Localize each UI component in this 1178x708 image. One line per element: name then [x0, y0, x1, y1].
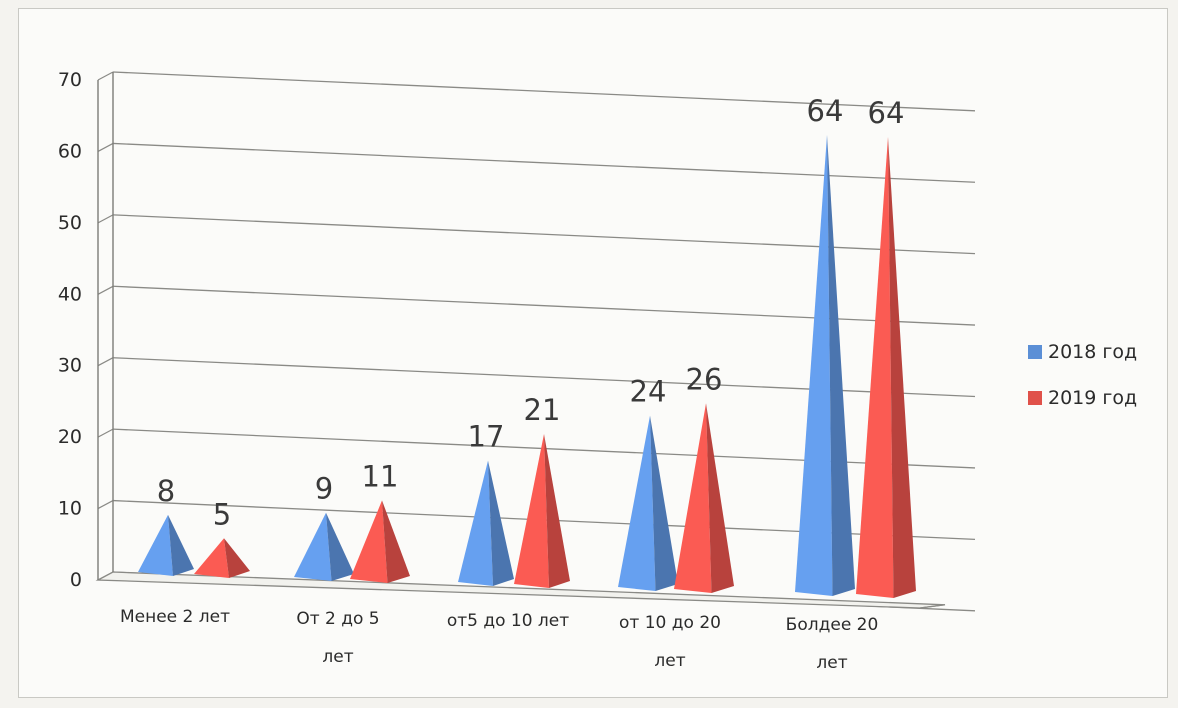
pyramid-left-face: [674, 403, 712, 593]
pyramid-right-face: 2018 год: [488, 460, 514, 586]
y-tick-label: 20: [58, 426, 82, 448]
pyramid-left-face: [856, 136, 894, 598]
pyramid-right-face: 2018 год: [650, 415, 678, 591]
pyramid-right-face: 2019 год: [888, 136, 916, 598]
gridline: [112, 71, 976, 112]
pyramid-right-face: 2018 год: [168, 514, 194, 576]
y-tick-label: 50: [58, 212, 82, 234]
data-label: 26: [686, 362, 723, 396]
y-tick-label: 70: [58, 69, 82, 91]
axis-tick-connector: [97, 142, 114, 152]
data-label: 5: [213, 497, 231, 531]
pyramid-left-face: [618, 415, 656, 591]
x-category-label: лет: [654, 651, 685, 671]
pyramid-right-face: 2019 год: [382, 500, 410, 583]
marks-layer: 2018 год 2019 год 2018 год 2019 год 2018 год…: [138, 134, 916, 598]
data-label: 64: [807, 94, 844, 128]
floor-edge: [919, 604, 946, 609]
legend-label: 2018 год: [1048, 341, 1137, 363]
pyramid-left-face: [350, 500, 388, 583]
data-label: 9: [315, 472, 333, 506]
pyramid-left-face: [514, 434, 549, 588]
axis-layer: 0 10 20 30 40 50 60 70: [58, 69, 114, 591]
data-label: 11: [362, 459, 399, 493]
axis-tick-connector: [97, 285, 114, 295]
y-tick-label: 30: [58, 355, 82, 377]
data-label: 8: [157, 474, 175, 508]
data-label: 64: [868, 96, 905, 130]
pyramid-right-face: 2019 год: [544, 434, 570, 588]
axis-tick-connector: [97, 214, 114, 224]
x-category-label: от 10 до 20: [619, 613, 721, 633]
y-tick-label: 10: [58, 498, 82, 520]
pyramid-right-face: 2019 год: [706, 403, 734, 593]
labels-layer: 8 5 Менее 2 лет 9 11 От 2 до 5 лет 17 21 от5 до 1…: [120, 94, 904, 673]
y-tick-label: 40: [58, 283, 82, 305]
legend-swatch: [1028, 345, 1042, 359]
pyramid-left-face: [458, 460, 493, 586]
gridline: [112, 357, 976, 398]
x-category-label: от5 до 10 лет: [447, 611, 569, 631]
data-label: 24: [630, 375, 667, 409]
pyramid-left-face: [194, 538, 229, 578]
axis-tick-connector: [97, 71, 114, 81]
legend-swatch: [1028, 391, 1042, 405]
legend-label: 2019 год: [1048, 387, 1137, 409]
pyramid-right-face: 2018 год: [827, 134, 855, 596]
pyramid-right-face: 2019 год: [224, 538, 250, 578]
axis-tick-connector: [97, 357, 114, 367]
x-category-label: От 2 до 5: [296, 609, 379, 629]
pyramid-left-face: [294, 512, 332, 581]
axis-tick-connector: [97, 500, 114, 510]
x-category-label: лет: [322, 647, 353, 667]
y-tick-label: 0: [70, 569, 82, 591]
gridline: [112, 142, 976, 183]
axis-tick-connector: [97, 428, 114, 438]
gridline: [112, 285, 976, 326]
pyramid-right-face: 2018 год: [326, 512, 354, 581]
x-category-label: Болдее 20: [786, 615, 879, 635]
pyramid-left-face: [795, 134, 833, 596]
x-category-label: Менее 2 лет: [120, 607, 230, 627]
data-label: 17: [468, 420, 505, 454]
data-label: 21: [524, 393, 561, 427]
legend: 2018 год 2019 год: [1028, 341, 1137, 409]
gridline: [112, 214, 976, 255]
pyramid-left-face: [138, 514, 173, 576]
y-tick-label: 60: [58, 140, 82, 162]
x-category-label: лет: [816, 653, 847, 673]
